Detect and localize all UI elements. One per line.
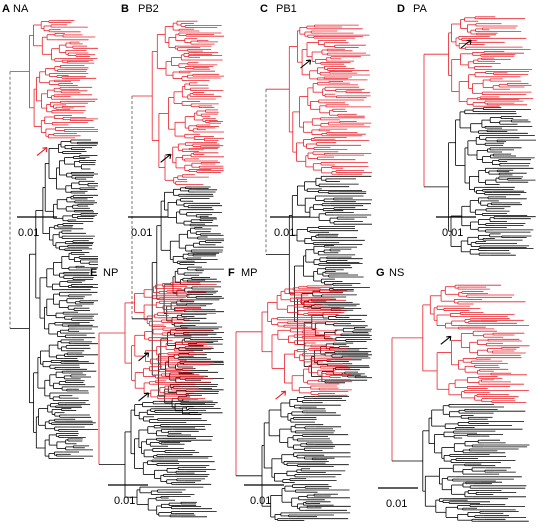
panel-letter: C (260, 3, 268, 15)
arrow-icon (160, 153, 172, 163)
panel-g: G NS 0.01 (376, 267, 530, 522)
panel-letter: A (2, 3, 10, 15)
phylogenetic-tree-pb1 (265, 24, 372, 384)
scale-label: 0.01 (114, 495, 135, 507)
scale-label: 0.01 (250, 495, 271, 507)
arrow-icon (138, 352, 150, 362)
panel-letter: G (376, 267, 385, 279)
panel-letter: E (90, 267, 97, 279)
panel-f: F MP 0.01 (228, 267, 354, 521)
panel-gene-label: MP (241, 267, 258, 279)
panel-gene-label: PB2 (138, 3, 159, 15)
scale-label: 0.01 (131, 227, 152, 239)
arrow-icon (440, 335, 452, 345)
phylogenetic-tree-ns (391, 284, 530, 522)
phylogenetic-tree-np (98, 282, 217, 518)
panel-gene-label: NP (103, 267, 118, 279)
arrow-icon (36, 147, 48, 157)
arrow-icon (138, 392, 150, 402)
panel-letter: B (121, 3, 129, 15)
arrow-icon (460, 39, 472, 49)
panel-letter: D (397, 3, 405, 15)
panel-e: E NP 0.01 (90, 267, 217, 518)
panel-gene-label: PB1 (276, 3, 297, 15)
phylogenetic-tree-pa (423, 16, 536, 256)
panel-gene-label: PA (413, 3, 428, 15)
scale-label: 0.01 (18, 227, 39, 239)
scale-label: 0.01 (274, 227, 295, 239)
arrow-icon (275, 390, 287, 400)
panel-gene-label: NA (13, 3, 29, 15)
phylogenetic-tree-na (9, 20, 98, 460)
panel-a: A NA 0.01 (2, 3, 98, 460)
arrow-icon (300, 59, 312, 69)
panel-d: D PA 0.01 (397, 3, 536, 256)
scale-label: 0.01 (442, 227, 463, 239)
panel-letter: F (228, 267, 235, 279)
panel-c: C PB1 0.01 (260, 3, 372, 384)
phylogenetic-tree-mp (235, 285, 354, 521)
panel-gene-label: NS (389, 267, 404, 279)
scale-label: 0.01 (386, 498, 407, 510)
